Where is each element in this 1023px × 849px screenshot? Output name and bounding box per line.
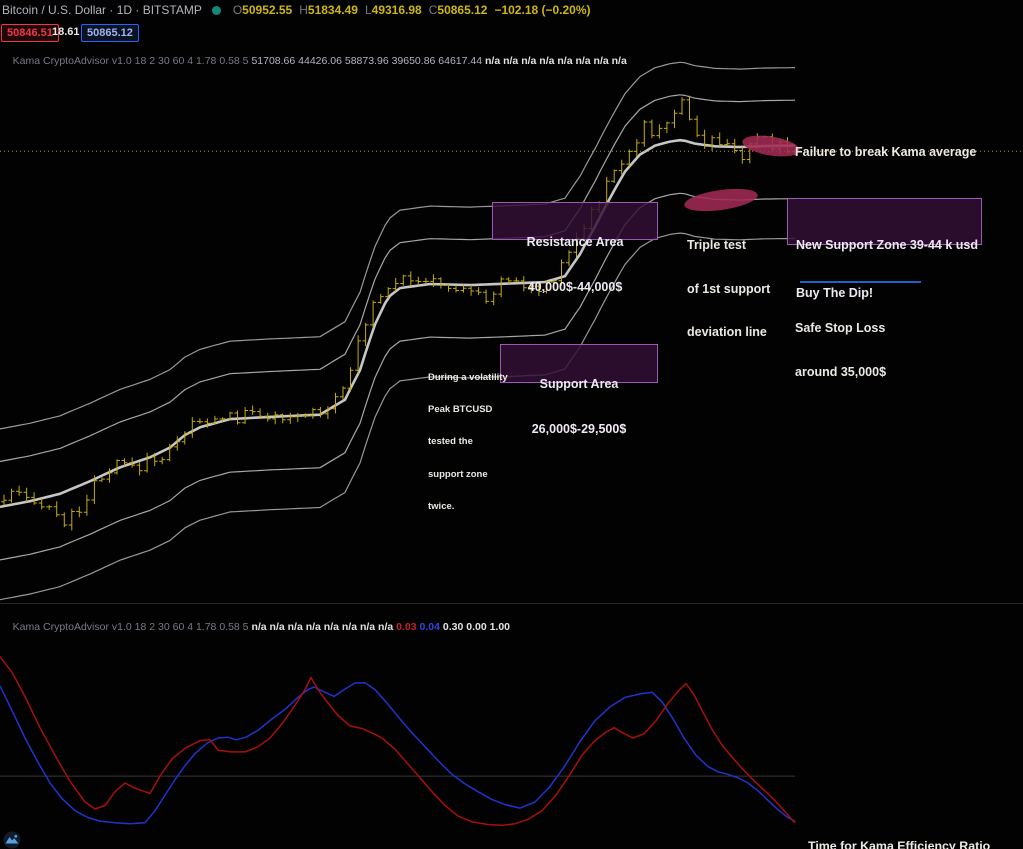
price-label-plain: 18.61: [52, 26, 80, 38]
price-label-blue: 50865.12: [81, 24, 139, 42]
open-value: 50952.55: [242, 3, 293, 17]
high-value: 51834.49: [307, 3, 358, 17]
indicator-na-values: n/a n/a n/a n/a n/a n/a n/a n/a: [251, 621, 394, 633]
band-kama: [0, 138, 796, 509]
band-lower2: [0, 232, 796, 601]
market-status-dot-icon: [211, 5, 221, 15]
annotation-new-support-zone-box[interactable]: New Support Zone 39-44 k usd Buy The Dip…: [787, 198, 982, 300]
series-efficiency_blue: [0, 681, 796, 825]
low-value: 49316.98: [371, 3, 422, 17]
band-lower1: [0, 192, 796, 561]
highlight-blob-1: [684, 188, 758, 212]
close-value: 50865.12: [437, 3, 488, 17]
indicator-title: Kama CryptoAdvisor v1.0: [12, 55, 132, 67]
highlight-blob-0: [742, 135, 800, 157]
annotation-resistance-box[interactable]: Resistance Area 40,000$-44,000$: [492, 202, 658, 294]
indicator-values: 51708.66 44426.06 58873.96 39650.86 6461…: [251, 55, 483, 67]
series-efficiency_red: [0, 656, 796, 827]
price-bars: [1, 95, 798, 531]
indicator-red-value: 0.03: [396, 621, 417, 633]
change-value: −102.18 (−0.20%): [494, 3, 591, 17]
price-label-red: 50846.51: [1, 24, 59, 42]
mountains-logo-icon: [3, 831, 21, 849]
indicator-levels: 0.30 0.00 1.00: [442, 621, 511, 633]
annotation-failure-text[interactable]: Failure to break Kama average: [795, 145, 977, 159]
tradingview-logo[interactable]: [2, 830, 22, 849]
indicator-blue-value: 0.04: [419, 621, 440, 633]
band-upper2: [0, 61, 796, 430]
annotation-support-box[interactable]: Support Area 26,000$-29,500$: [500, 344, 658, 436]
annotation-efficiency-ratio-note[interactable]: Time for Kama Efficiency Ratio to go up,…: [808, 838, 991, 849]
low-label: L: [364, 3, 372, 17]
indicator-title: Kama CryptoAdvisor v1.0: [12, 621, 132, 633]
indicator-row-lower[interactable]: Kama CryptoAdvisor v1.0 18 2 30 60 4 1.7…: [1, 609, 510, 645]
symbol-title: Bitcoin / U.S. Dollar · 1D · BITSTAMP: [2, 3, 202, 17]
panel-divider: [0, 603, 1023, 604]
indicator-row-main[interactable]: Kama CryptoAdvisor v1.0 18 2 30 60 4 1.7…: [1, 43, 627, 79]
open-label: O: [232, 3, 243, 17]
annotation-stoploss-text[interactable]: Safe Stop Loss around 35,000$: [795, 321, 887, 379]
indicator-params: 18 2 30 60 4 1.78 0.58 5: [134, 55, 249, 67]
annotation-stoploss-line[interactable]: [800, 281, 921, 283]
indicator-params: 18 2 30 60 4 1.78 0.58 5: [134, 621, 249, 633]
indicator-na-values: n/a n/a n/a n/a n/a n/a n/a n/a: [485, 55, 627, 67]
symbol-header[interactable]: Bitcoin / U.S. Dollar · 1D · BITSTAMP O …: [2, 3, 591, 17]
band-upper1: [0, 94, 796, 463]
high-label: H: [299, 3, 308, 17]
annotation-volatility-note[interactable]: During a volatility Peak BTCUSD tested t…: [428, 371, 508, 513]
close-label: C: [428, 3, 438, 17]
annotation-triple-test-text[interactable]: Triple test of 1st support deviation lin…: [687, 238, 771, 339]
